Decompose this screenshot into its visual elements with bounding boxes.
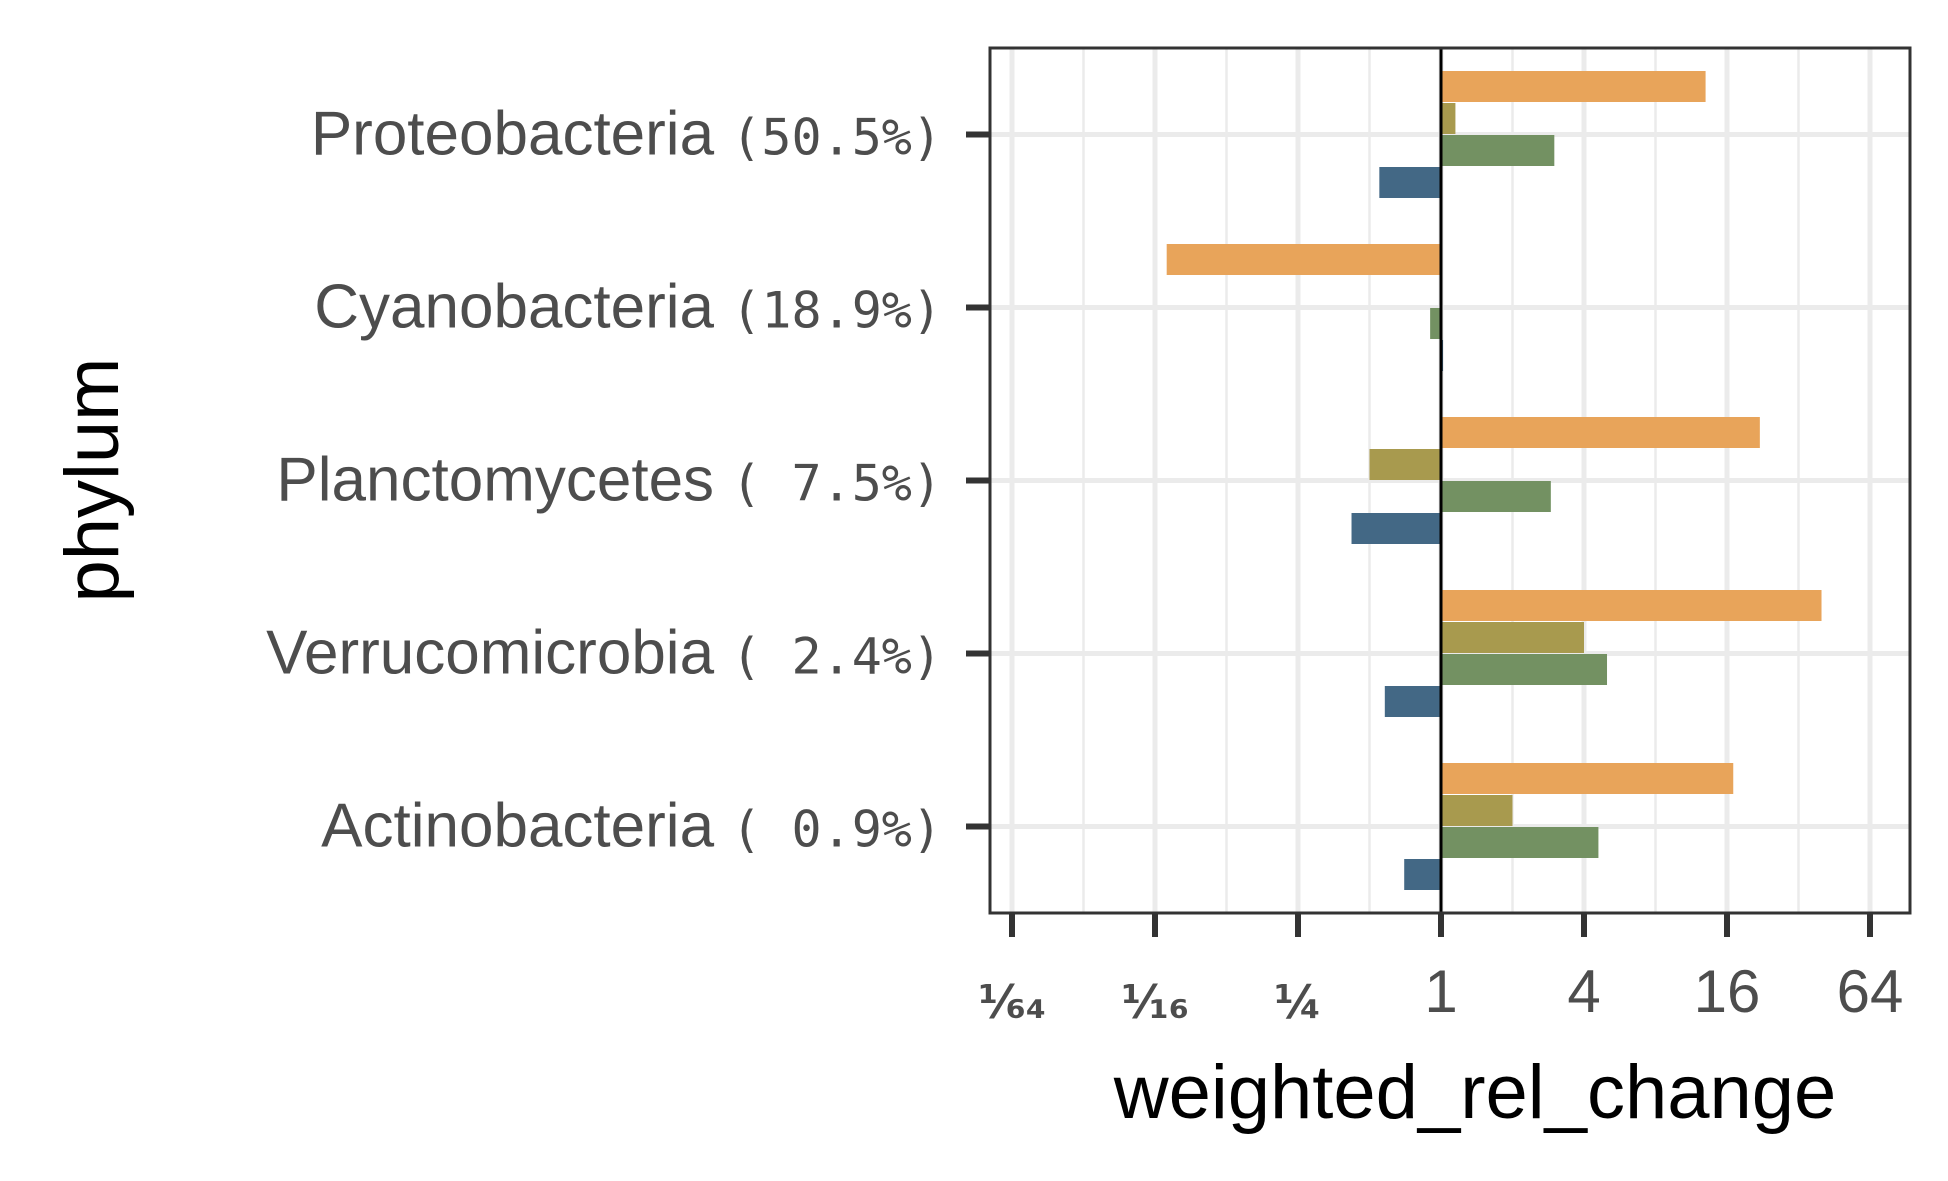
- x-tick-label: 4: [1567, 958, 1600, 1025]
- bar: [1430, 308, 1441, 339]
- x-tick-label: 1: [1424, 958, 1457, 1025]
- bar: [1441, 481, 1551, 512]
- x-tick-label: 16: [1694, 958, 1761, 1025]
- x-tick-label: ¹⁄₆₄: [978, 975, 1046, 1029]
- bar: [1441, 795, 1513, 826]
- x-axis-title: weighted_rel_change: [1113, 1050, 1837, 1135]
- y-axis-title: phylum: [50, 358, 135, 603]
- bars: [1166, 71, 1822, 890]
- bar: [1369, 449, 1441, 480]
- bar: [1441, 654, 1608, 685]
- bar: [1441, 590, 1822, 621]
- y-tick-label: Actinobacteria ( 0.9%): [321, 792, 942, 861]
- bar: [1379, 167, 1441, 198]
- bar: [1441, 71, 1706, 102]
- y-tick-label: Verrucomicrobia ( 2.4%): [266, 619, 942, 688]
- bar: [1441, 103, 1456, 134]
- bar: [1441, 622, 1584, 653]
- bar: [1351, 513, 1441, 544]
- bar: [1441, 135, 1555, 166]
- bar: [1441, 827, 1599, 858]
- x-axis: ¹⁄₆₄ ¹⁄₁₆ ¼ 1 4 16 64: [978, 913, 1903, 1029]
- y-tick-label: Cyanobacteria (18.9%): [314, 273, 942, 342]
- bar: [1384, 686, 1441, 717]
- y-tick-label: Proteobacteria (50.5%): [311, 100, 942, 169]
- bar: [1404, 859, 1441, 890]
- y-tick-label: Planctomycetes ( 7.5%): [276, 446, 942, 515]
- y-axis: Proteobacteria (50.5%) Cyanobacteria (18.…: [266, 100, 990, 861]
- bar: [1441, 417, 1760, 448]
- bar: [1166, 244, 1441, 275]
- x-tick-label: ¼: [1274, 975, 1322, 1029]
- bar: [1441, 763, 1734, 794]
- x-tick-label: ¹⁄₁₆: [1121, 975, 1189, 1029]
- x-tick-label: 64: [1837, 958, 1904, 1025]
